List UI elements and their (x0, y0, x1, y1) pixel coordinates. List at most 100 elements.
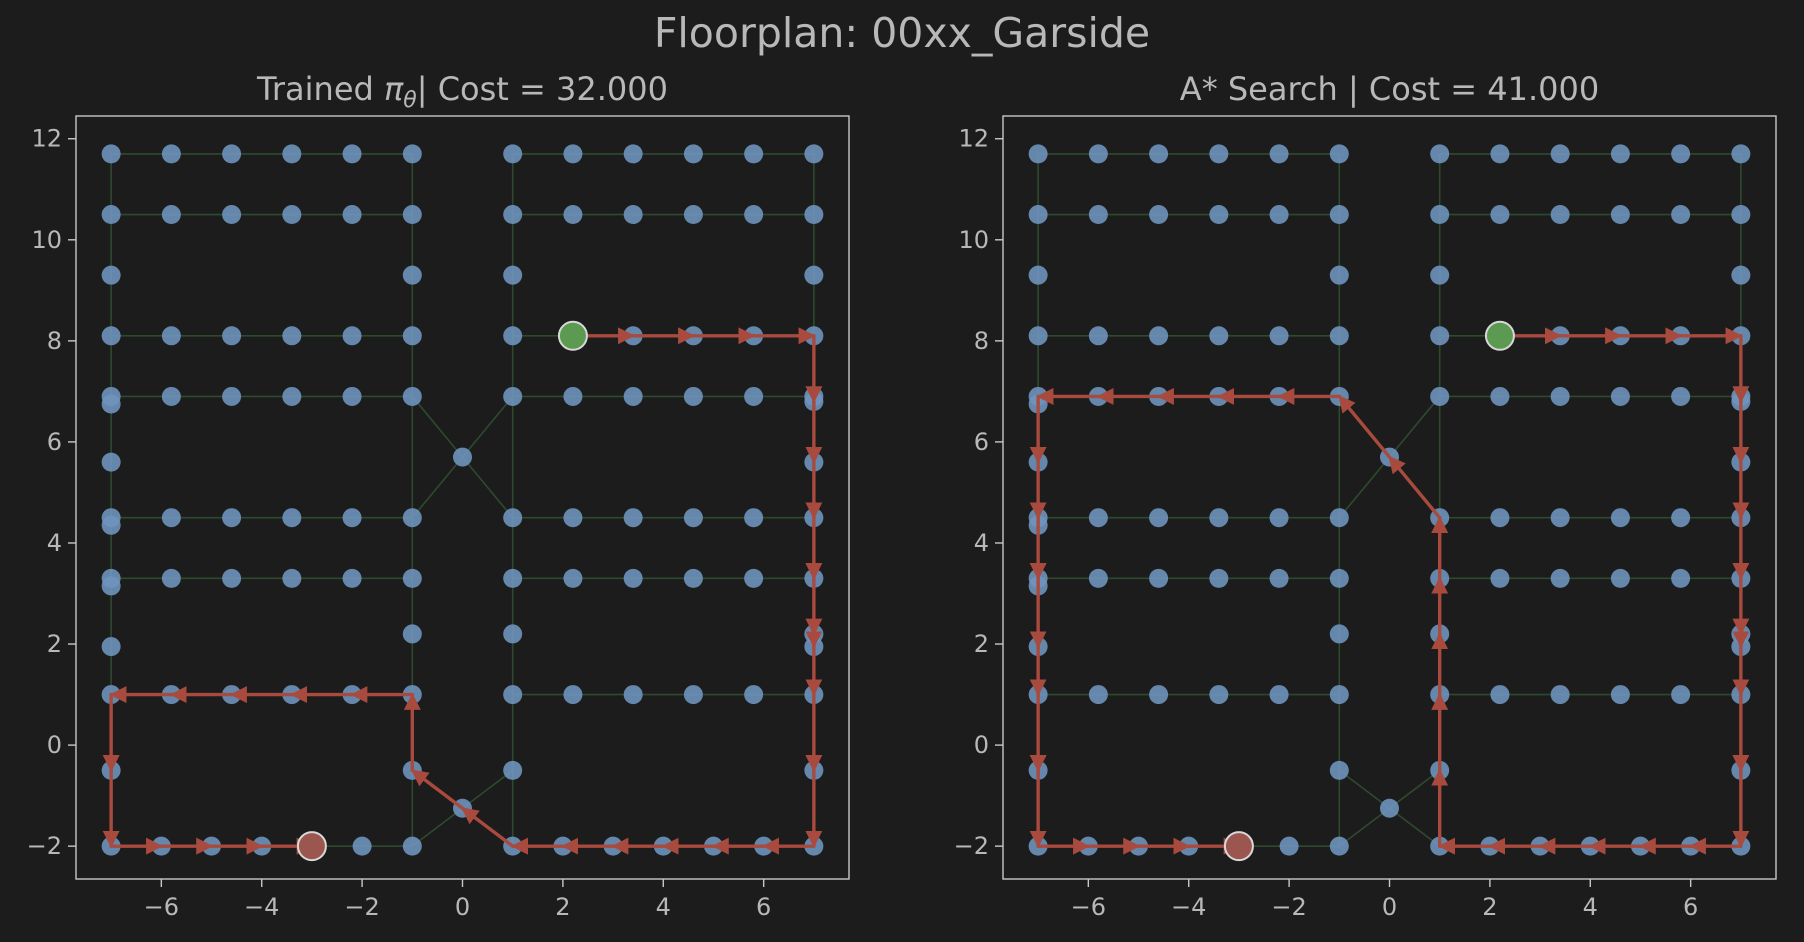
graph-node (683, 685, 703, 705)
panel-title-prefix: A* Search | Cost = 41.000 (1180, 70, 1599, 108)
panel-title: Trained πθ| Cost = 32.000 (256, 70, 668, 113)
y-tick-label: 8 (974, 327, 989, 355)
path-segment (1337, 394, 1392, 459)
graph-node (744, 205, 764, 225)
graph-node (101, 637, 121, 657)
graph-node (161, 205, 181, 225)
graph-edge (461, 456, 514, 519)
graph-node (744, 144, 764, 164)
x-tick-label: 4 (656, 893, 671, 921)
panel-trained-policy: Trained πθ| Cost = 32.000 −6 −4 −2 0 2 4 6 −2 0 2 4… (27, 70, 850, 921)
graph-node (744, 685, 764, 705)
y-tick-label: 2 (974, 630, 989, 658)
x-tick-label: 0 (455, 893, 470, 921)
graph-node (1028, 265, 1048, 285)
graph-node (623, 144, 643, 164)
x-tick-label: −6 (144, 893, 179, 921)
graph-node (744, 386, 764, 406)
graph-edge (411, 456, 464, 519)
graph-node (1329, 760, 1349, 780)
graph-node (503, 205, 523, 225)
y-tick-label: −2 (954, 832, 989, 860)
graph-node (1028, 326, 1048, 346)
graph-node (1209, 685, 1229, 705)
graph-node (1550, 568, 1570, 588)
graph-node (503, 508, 523, 528)
graph-node (1209, 144, 1229, 164)
graph-node (1209, 508, 1229, 528)
x-tick-label: 6 (1683, 893, 1698, 921)
y-tick-label: −2 (27, 832, 62, 860)
graph-node (402, 205, 422, 225)
graph-node (101, 326, 121, 346)
path-segment (460, 806, 515, 848)
y-tick-label: 12 (958, 125, 989, 153)
graph-node (101, 144, 121, 164)
goal-node (1223, 831, 1254, 862)
graph-node (503, 326, 523, 346)
graph-node (282, 568, 302, 588)
graph-node (563, 386, 583, 406)
graph-node (1149, 508, 1169, 528)
graph-node (1671, 508, 1691, 528)
graph-node (1550, 386, 1570, 406)
graph-node (1430, 205, 1450, 225)
graph-edge (1338, 807, 1390, 847)
graph-node (282, 508, 302, 528)
graph-edge (411, 807, 463, 847)
graph-node (101, 265, 121, 285)
graph-node (503, 386, 523, 406)
graph-node (1610, 144, 1630, 164)
graph-node (1490, 685, 1510, 705)
graph-node (402, 386, 422, 406)
graph-node (402, 508, 422, 528)
x-tick-label: −6 (1071, 893, 1106, 921)
y-tick-label: 0 (974, 731, 989, 759)
graph-node (1209, 205, 1229, 225)
graph-node (342, 326, 362, 346)
graph-node (683, 386, 703, 406)
graph-node (1490, 205, 1510, 225)
panel-title-prefix: Trained (256, 70, 384, 108)
graph-node (563, 144, 583, 164)
x-tick-label: 6 (756, 893, 771, 921)
graph-node (1610, 205, 1630, 225)
graph-node (101, 452, 121, 472)
graph-node (222, 386, 242, 406)
graph-node (683, 508, 703, 528)
graph-node (1731, 265, 1751, 285)
graph-edge (462, 769, 514, 809)
graph-node (623, 386, 643, 406)
graph-node (1269, 508, 1289, 528)
graph-node (1088, 568, 1108, 588)
graph-node (1610, 386, 1630, 406)
graph-node (503, 760, 523, 780)
graph-node (1671, 685, 1691, 705)
graph-node (1269, 205, 1289, 225)
y-tick-label: 10 (31, 226, 62, 254)
graph-node (1209, 568, 1229, 588)
graph-node (503, 144, 523, 164)
graph-node (1149, 144, 1169, 164)
graph-node (1088, 205, 1108, 225)
panel-title-subscript: θ (403, 88, 417, 113)
graph-node (1329, 685, 1349, 705)
x-tick-label: −2 (1271, 893, 1306, 921)
graph-node (1279, 836, 1299, 856)
graph-node (342, 568, 362, 588)
graph-node (1731, 205, 1751, 225)
graph-node (804, 205, 824, 225)
graph-node (101, 576, 121, 596)
graph-node (1490, 568, 1510, 588)
graph-node (402, 568, 422, 588)
y-tick-label: 10 (958, 226, 989, 254)
graph-node (161, 508, 181, 528)
graph-node (623, 568, 643, 588)
path-segments (102, 327, 823, 855)
x-tick-label: 2 (555, 893, 570, 921)
graph-node (222, 568, 242, 588)
panel-title-suffix: | Cost = 32.000 (417, 70, 668, 108)
y-tick-label: 2 (47, 630, 62, 658)
